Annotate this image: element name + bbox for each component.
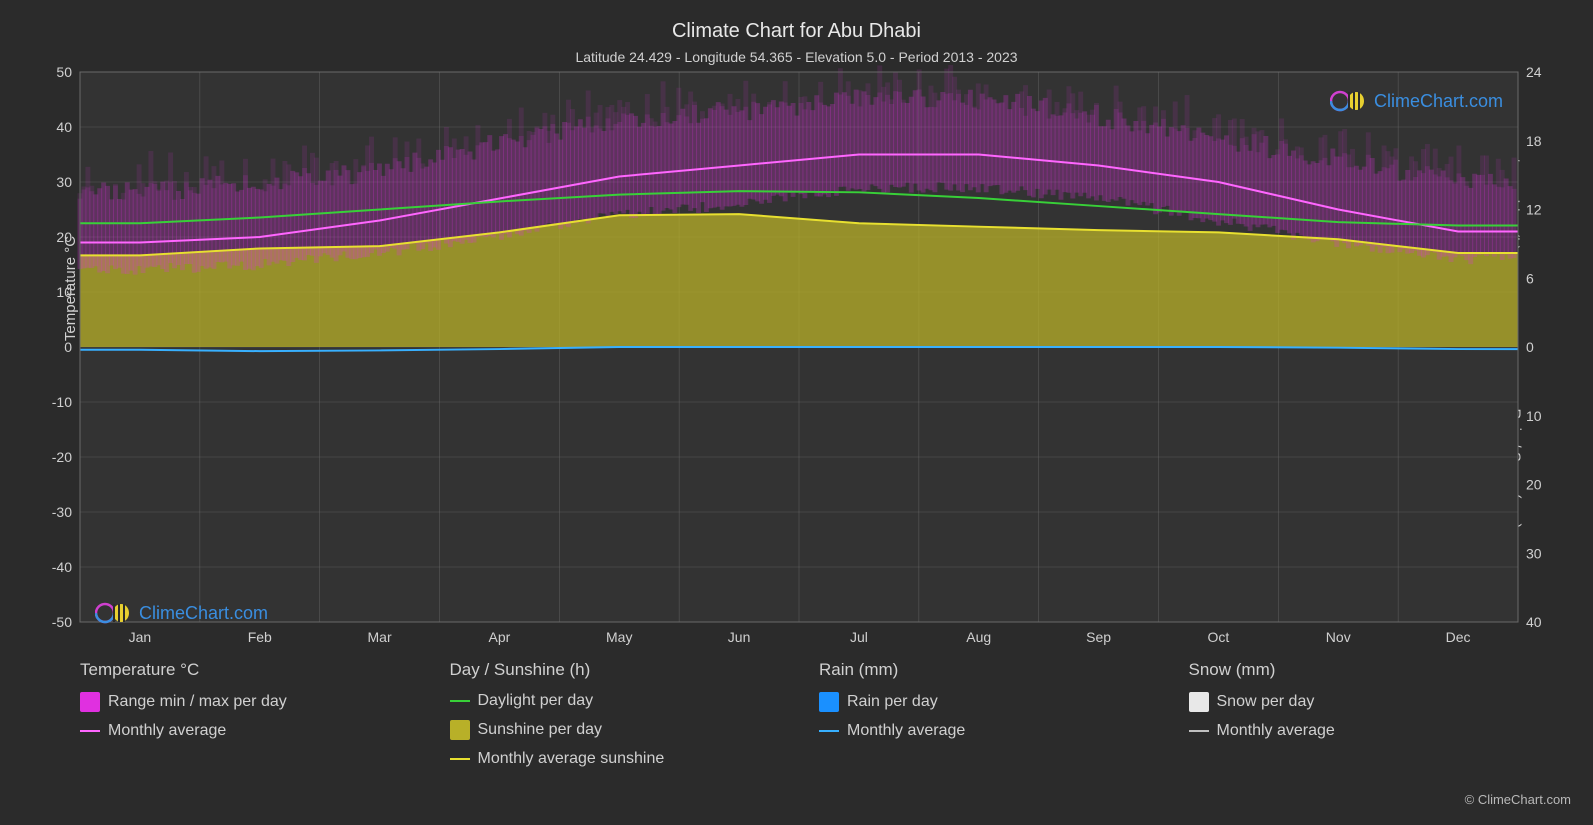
svg-text:Nov: Nov (1326, 629, 1351, 645)
legend-label: Monthly average (1217, 722, 1335, 740)
svg-text:50: 50 (56, 64, 72, 80)
legend-swatch (80, 692, 100, 712)
legend-header: Rain (mm) (819, 660, 1149, 680)
svg-text:40: 40 (1526, 614, 1542, 630)
legend-column: Day / Sunshine (h) Daylight per day Sunshi… (450, 660, 780, 778)
legend-swatch (1189, 730, 1209, 732)
svg-text:Oct: Oct (1208, 629, 1230, 645)
legend-item: Monthly average (1189, 722, 1519, 740)
svg-text:30: 30 (56, 174, 72, 190)
legend-label: Monthly average (847, 722, 965, 740)
svg-text:Feb: Feb (248, 629, 272, 645)
svg-text:Sep: Sep (1086, 629, 1111, 645)
legend-column: Rain (mm) Rain per day Monthly average (819, 660, 1149, 778)
svg-text:10: 10 (56, 284, 72, 300)
legend-item: Monthly average (819, 722, 1149, 740)
legend-swatch (450, 700, 470, 702)
svg-text:40: 40 (56, 119, 72, 135)
svg-text:-10: -10 (52, 394, 72, 410)
legend-label: Sunshine per day (478, 721, 603, 739)
legend-swatch (819, 692, 839, 712)
legend-swatch (80, 730, 100, 732)
plot-svg: 50403020100-10-20-30-40-5024181260102030… (80, 72, 1518, 622)
svg-text:Dec: Dec (1446, 629, 1471, 645)
legend-item: Monthly average sunshine (450, 750, 780, 768)
legend-item: Sunshine per day (450, 720, 780, 740)
svg-text:20: 20 (1526, 477, 1542, 493)
watermark-text: ClimeChart.com (139, 603, 268, 624)
svg-text:Jan: Jan (129, 629, 152, 645)
legend-item: Monthly average (80, 722, 410, 740)
legend-column: Temperature °C Range min / max per day Mon… (80, 660, 410, 778)
svg-text:Jun: Jun (728, 629, 751, 645)
svg-text:6: 6 (1526, 270, 1534, 286)
legend-label: Range min / max per day (108, 693, 287, 711)
svg-text:-50: -50 (52, 614, 72, 630)
svg-text:-20: -20 (52, 449, 72, 465)
svg-text:Jul: Jul (850, 629, 868, 645)
svg-text:20: 20 (56, 229, 72, 245)
svg-text:May: May (606, 629, 632, 645)
legend-item: Range min / max per day (80, 692, 410, 712)
legend-header: Snow (mm) (1189, 660, 1519, 680)
watermark-text: ClimeChart.com (1374, 91, 1503, 112)
svg-text:18: 18 (1526, 133, 1542, 149)
legend-swatch (819, 730, 839, 732)
chart-subtitle: Latitude 24.429 - Longitude 54.365 - Ele… (0, 43, 1593, 65)
watermark-top-right: ClimeChart.com (1330, 88, 1503, 114)
legend: Temperature °C Range min / max per day Mon… (80, 660, 1518, 778)
legend-column: Snow (mm) Snow per day Monthly average (1189, 660, 1519, 778)
chart-title: Climate Chart for Abu Dhabi (0, 0, 1593, 43)
watermark-bottom-left: ClimeChart.com (95, 600, 268, 626)
legend-swatch (450, 720, 470, 740)
legend-label: Daylight per day (478, 692, 594, 710)
legend-label: Rain per day (847, 693, 938, 711)
legend-label: Monthly average sunshine (478, 750, 665, 768)
svg-text:Apr: Apr (489, 629, 511, 645)
svg-text:0: 0 (64, 339, 72, 355)
legend-item: Rain per day (819, 692, 1149, 712)
svg-text:Aug: Aug (966, 629, 991, 645)
svg-text:0: 0 (1526, 339, 1534, 355)
svg-text:-30: -30 (52, 504, 72, 520)
svg-text:12: 12 (1526, 202, 1542, 218)
svg-text:Mar: Mar (368, 629, 392, 645)
svg-text:30: 30 (1526, 545, 1542, 561)
legend-header: Day / Sunshine (h) (450, 660, 780, 680)
svg-text:-40: -40 (52, 559, 72, 575)
legend-header: Temperature °C (80, 660, 410, 680)
legend-swatch (1189, 692, 1209, 712)
legend-label: Snow per day (1217, 693, 1315, 711)
legend-label: Monthly average (108, 722, 226, 740)
plot-area: 50403020100-10-20-30-40-5024181260102030… (80, 72, 1518, 622)
svg-text:10: 10 (1526, 408, 1542, 424)
legend-swatch (450, 758, 470, 760)
chart-container: Climate Chart for Abu Dhabi Latitude 24.… (0, 0, 1593, 825)
svg-text:24: 24 (1526, 64, 1542, 80)
legend-item: Daylight per day (450, 692, 780, 710)
legend-item: Snow per day (1189, 692, 1519, 712)
copyright: © ClimeChart.com (1465, 792, 1571, 807)
